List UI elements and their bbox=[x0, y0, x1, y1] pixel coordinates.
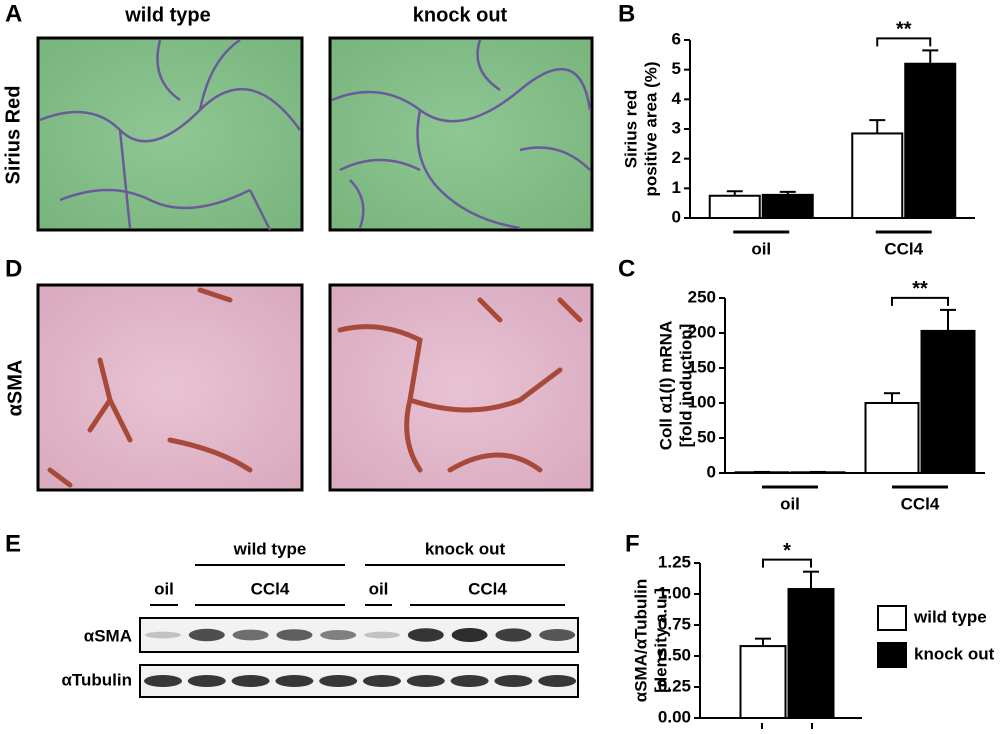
band bbox=[232, 629, 269, 641]
band bbox=[187, 675, 226, 687]
bar bbox=[761, 193, 814, 219]
band bbox=[145, 631, 181, 639]
bar bbox=[739, 645, 787, 720]
row-label: αSMA bbox=[84, 626, 132, 645]
y-axis-label: Coll α1(I) mRNA bbox=[656, 321, 675, 450]
legend-swatch bbox=[877, 642, 907, 668]
y-tick-label: 1.00 bbox=[658, 583, 691, 602]
y-tick-label: 200 bbox=[688, 322, 716, 341]
y-tick-label: 0.50 bbox=[658, 645, 691, 664]
y-tick-label: 0 bbox=[707, 462, 716, 481]
micrograph bbox=[36, 36, 594, 232]
y-tick-label: 250 bbox=[688, 287, 716, 306]
y-axis-label: [fold induction] bbox=[676, 324, 695, 448]
x-tick-label: oil bbox=[780, 494, 800, 513]
y-tick-label: 1.25 bbox=[658, 552, 691, 571]
row-label: αTubulin bbox=[61, 670, 132, 689]
significance: ** bbox=[896, 19, 912, 41]
legend-swatch bbox=[877, 605, 907, 631]
band bbox=[495, 628, 532, 642]
y-tick-label: 3 bbox=[672, 118, 681, 137]
band bbox=[231, 675, 270, 687]
significance: ** bbox=[912, 278, 928, 300]
micrograph bbox=[36, 283, 594, 492]
y-tick-label: 4 bbox=[672, 89, 682, 108]
panel-label: F bbox=[625, 530, 640, 557]
y-tick-label: 0.25 bbox=[658, 676, 691, 695]
band bbox=[364, 631, 400, 639]
row-label: αSMA bbox=[4, 360, 26, 417]
x-tick-label: CCl4 bbox=[884, 239, 923, 258]
band bbox=[319, 675, 358, 687]
band bbox=[363, 675, 401, 687]
y-tick-label: 5 bbox=[672, 59, 681, 78]
band bbox=[188, 628, 225, 642]
treatment-label: oil bbox=[369, 579, 389, 598]
group-label: wild type bbox=[233, 539, 307, 558]
bar bbox=[864, 402, 920, 474]
bar bbox=[708, 194, 761, 219]
panel-label: A bbox=[5, 0, 22, 27]
bar bbox=[904, 62, 957, 219]
y-tick-label: 0.75 bbox=[658, 614, 691, 633]
y-tick-label: 50 bbox=[697, 427, 716, 446]
band bbox=[407, 628, 444, 642]
panel-label: E bbox=[5, 530, 21, 557]
bar bbox=[920, 329, 976, 474]
band bbox=[144, 675, 182, 687]
panel-label: B bbox=[618, 0, 635, 27]
y-tick-label: 6 bbox=[672, 29, 681, 48]
y-tick-label: 0.00 bbox=[658, 707, 691, 726]
band bbox=[494, 675, 533, 687]
significance-bracket bbox=[762, 558, 812, 568]
group-label: knock out bbox=[425, 539, 506, 558]
legend-label: wild type bbox=[913, 607, 987, 626]
treatment-label: oil bbox=[154, 579, 174, 598]
bar bbox=[851, 132, 904, 219]
legend-label: knock out bbox=[914, 644, 995, 663]
column-label: wild type bbox=[124, 4, 211, 26]
panel-label: C bbox=[618, 255, 635, 282]
panel-label: D bbox=[5, 255, 22, 282]
y-tick-label: 1 bbox=[672, 178, 681, 197]
column-label: knock out bbox=[413, 4, 508, 26]
band bbox=[276, 629, 313, 641]
band bbox=[451, 628, 488, 642]
x-tick-label: CCl4 bbox=[901, 494, 940, 513]
y-tick-label: 100 bbox=[688, 392, 716, 411]
significance: * bbox=[783, 540, 791, 562]
band bbox=[275, 675, 314, 687]
x-tick-label: oil bbox=[751, 239, 771, 258]
band bbox=[538, 675, 577, 687]
treatment-label: CCl4 bbox=[468, 579, 507, 598]
band bbox=[406, 675, 445, 687]
significance-bracket bbox=[876, 37, 932, 47]
y-axis-label: [density a.u.] bbox=[651, 588, 670, 693]
band bbox=[320, 630, 357, 640]
treatment-label: CCl4 bbox=[251, 579, 290, 598]
significance-bracket bbox=[891, 296, 949, 306]
y-axis-label: αSMA/αTubulin bbox=[631, 579, 650, 703]
y-tick-label: 150 bbox=[688, 357, 716, 376]
y-axis-label: Sirius red bbox=[621, 90, 640, 168]
y-axis-label: positive area (%) bbox=[641, 61, 660, 196]
bar bbox=[787, 588, 835, 719]
row-label: Sirius Red bbox=[2, 86, 24, 185]
band bbox=[539, 629, 576, 641]
y-tick-label: 0 bbox=[672, 207, 681, 226]
y-tick-label: 2 bbox=[672, 148, 681, 167]
band bbox=[450, 675, 489, 687]
